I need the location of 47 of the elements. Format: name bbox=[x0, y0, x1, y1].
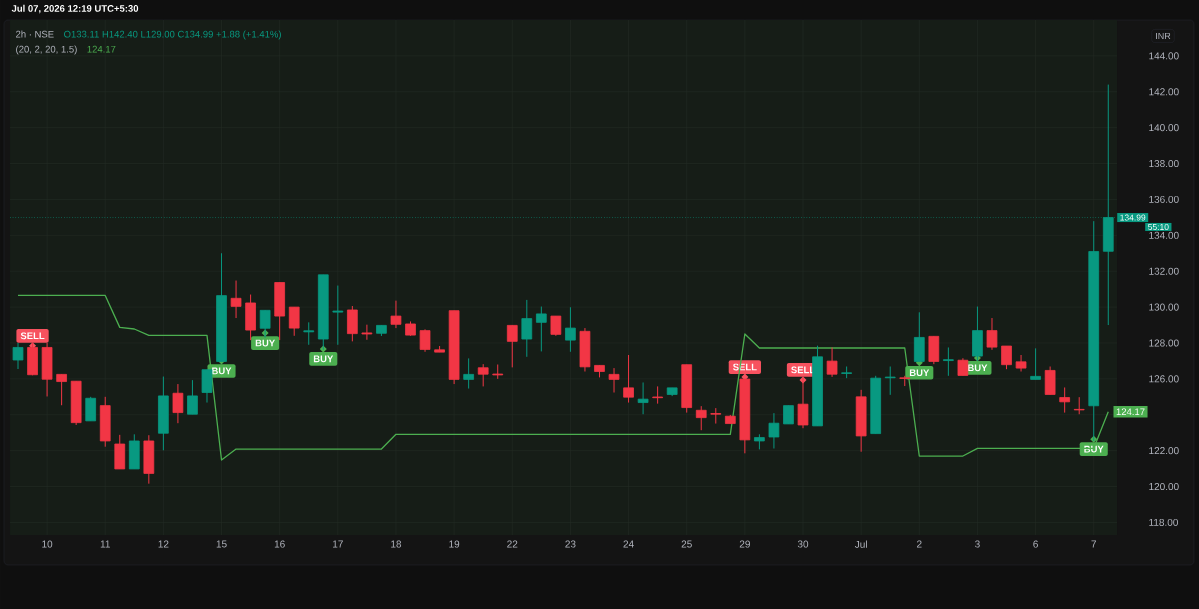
y-tick-label: 132.00 bbox=[1149, 267, 1179, 275]
y-tick-label: 128.00 bbox=[1149, 339, 1179, 347]
data-label: 124.17 bbox=[1116, 408, 1145, 416]
x-tick-label: 30 bbox=[797, 540, 809, 548]
y-tick-label: 144.00 bbox=[1149, 52, 1179, 60]
y-tick-label: 120.00 bbox=[1149, 483, 1179, 491]
x-tick-label: 15 bbox=[216, 540, 227, 548]
data-label: BUY bbox=[909, 369, 930, 377]
data-label: BUY bbox=[212, 367, 232, 375]
y-tick-label: 142.00 bbox=[1149, 88, 1179, 96]
x-tick-label: 23 bbox=[565, 540, 576, 548]
x-tick-label: Jul bbox=[854, 540, 867, 548]
data-label: BUY bbox=[255, 339, 275, 347]
annotation: O133.11 H142.40 L129.00 C134.99 +1.88 (+1.41%) bbox=[64, 30, 281, 40]
x-tick-label: 29 bbox=[739, 540, 750, 548]
x-tick-label: 18 bbox=[391, 540, 402, 548]
x-tick-label: 22 bbox=[507, 540, 518, 548]
text: Jul 07, 2026 12:19 UTC+5:30 bbox=[11, 4, 139, 14]
y-tick-label: 140.00 bbox=[1149, 124, 1179, 132]
x-tick-label: 6 bbox=[1033, 540, 1038, 548]
data-label: BUY bbox=[313, 355, 334, 363]
x-tick-label: 12 bbox=[158, 540, 169, 548]
annotation: 124.17 bbox=[87, 45, 116, 53]
ref-line-label: 134.99 bbox=[1120, 214, 1146, 221]
x-tick-label: 16 bbox=[274, 540, 285, 548]
text: 2h · NSE bbox=[16, 30, 54, 38]
y-tick-label: 136.00 bbox=[1149, 195, 1179, 203]
y-tick-label: 130.00 bbox=[1149, 303, 1179, 311]
x-tick-label: 2 bbox=[917, 540, 922, 548]
x-tick-label: 7 bbox=[1091, 540, 1097, 548]
text: (20, 2, 20, 1.5) bbox=[16, 45, 77, 55]
y-tick-label: 134.00 bbox=[1149, 231, 1179, 239]
data-label: BUY bbox=[968, 364, 988, 372]
text: INR bbox=[1156, 32, 1171, 40]
text: 55:10 bbox=[1148, 223, 1169, 230]
x-tick-label: 3 bbox=[975, 540, 980, 548]
data-label: SELL bbox=[20, 332, 45, 340]
x-tick-label: 17 bbox=[333, 540, 343, 548]
y-tick-label: 122.00 bbox=[1149, 447, 1179, 455]
y-tick-label: 126.00 bbox=[1149, 375, 1179, 383]
x-tick-label: 11 bbox=[100, 540, 110, 548]
x-tick-label: 19 bbox=[449, 540, 460, 548]
y-tick-label: 118.00 bbox=[1149, 518, 1178, 526]
x-tick-label: 25 bbox=[681, 540, 692, 548]
y-tick-label: 138.00 bbox=[1149, 160, 1179, 168]
x-tick-label: 24 bbox=[623, 540, 634, 548]
x-tick-label: 10 bbox=[42, 540, 53, 548]
